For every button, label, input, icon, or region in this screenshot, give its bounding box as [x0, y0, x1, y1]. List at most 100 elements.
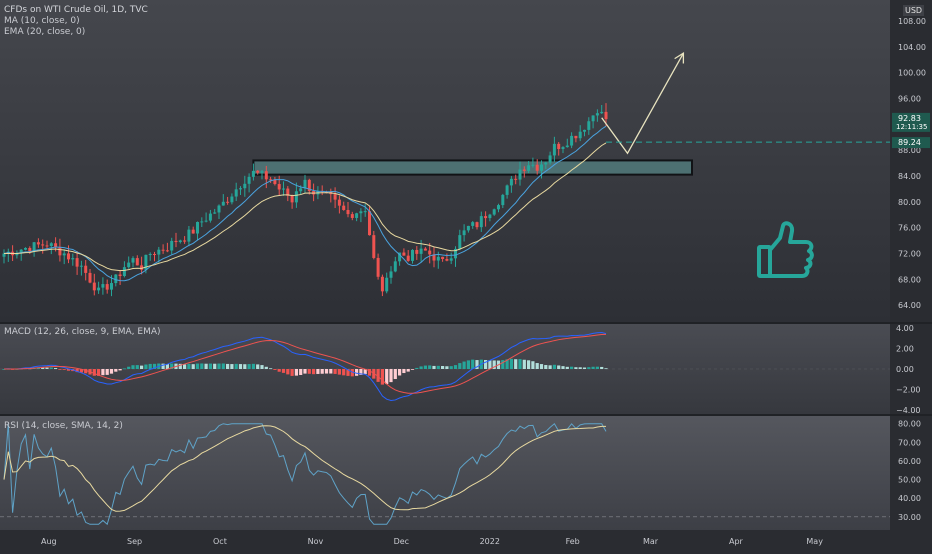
- macd-histogram-bar: [118, 369, 122, 371]
- macd-histogram-bar: [45, 367, 49, 369]
- candle-body: [157, 249, 161, 255]
- candle-body: [32, 242, 36, 252]
- macd-histogram-bar: [243, 364, 247, 369]
- macd-histogram-bar: [376, 369, 380, 382]
- candle-body: [466, 225, 470, 231]
- candle-body: [24, 247, 27, 250]
- macd-histogram-bar: [514, 359, 518, 369]
- time-tick-label: Dec: [394, 537, 409, 546]
- candle-body: [544, 162, 548, 165]
- candle-body: [41, 244, 45, 246]
- candle-body: [165, 250, 169, 252]
- candle-body: [286, 188, 290, 196]
- ma-layer: [3, 125, 607, 282]
- macd-histogram-bar: [178, 363, 182, 369]
- macd-histogram-bar: [488, 360, 492, 369]
- macd-histogram-bar: [148, 363, 152, 369]
- price-tick-label: 64.00: [898, 301, 921, 310]
- macd-histogram-bar: [109, 369, 114, 374]
- macd-histogram-bar: [226, 363, 230, 369]
- candle-body: [355, 213, 359, 218]
- macd-histogram-bar: [316, 369, 320, 374]
- candle-body: [363, 211, 367, 213]
- candle-body: [514, 178, 518, 180]
- time-tick-label: Nov: [308, 537, 324, 546]
- macd-histogram-bar: [294, 369, 298, 376]
- price-tick-label: 72.00: [898, 249, 921, 258]
- candle-body: [230, 196, 234, 203]
- candle-body: [131, 258, 135, 263]
- macd-histogram-bar: [135, 365, 139, 369]
- candle-body: [239, 188, 242, 190]
- macd-histogram-bar: [337, 369, 341, 375]
- candle-body: [393, 261, 397, 272]
- macd-histogram-bar: [509, 358, 513, 369]
- ma-legend[interactable]: MA (10, close, 0): [4, 16, 80, 26]
- macd-histogram-bar: [565, 366, 569, 369]
- candle-body: [479, 216, 483, 228]
- candle-body: [187, 229, 191, 242]
- rsi-pane-background: [0, 416, 890, 530]
- candle-body: [62, 253, 66, 256]
- macd-histogram-bar: [217, 363, 221, 369]
- macd-histogram-bar: [587, 367, 591, 369]
- macd-histogram-bar: [355, 369, 359, 376]
- candle-body: [36, 242, 40, 245]
- candle-body: [445, 259, 449, 261]
- price-tick-label: 96.00: [898, 94, 921, 103]
- candle-body: [402, 252, 406, 256]
- candle-body: [71, 258, 75, 260]
- candle-body: [161, 249, 165, 251]
- macd-histogram-bar: [363, 369, 367, 375]
- macd-histogram-bar: [41, 367, 45, 369]
- macd-legend[interactable]: MACD (12, 26, close, 9, EMA, EMA): [4, 327, 161, 337]
- macd-histogram-bar: [385, 369, 389, 385]
- candle-body: [54, 243, 58, 247]
- ema-legend[interactable]: EMA (20, close, 0): [4, 27, 86, 37]
- candle-body: [565, 145, 569, 148]
- candle-body: [497, 205, 500, 210]
- rsi-tick-label: 80.00: [898, 420, 921, 429]
- candle-body: [67, 253, 70, 260]
- macd-histogram-bar: [79, 369, 83, 373]
- macd-histogram-bar: [333, 369, 337, 374]
- candle-body: [251, 170, 255, 177]
- candle-body: [419, 248, 423, 254]
- candle-body: [436, 256, 440, 261]
- rsi-legend[interactable]: RSI (14, close, SMA, 14, 2): [4, 421, 123, 431]
- macd-histogram-bar: [462, 361, 466, 369]
- countdown-value: 12:11:35: [896, 123, 927, 131]
- macd-histogram-bar: [484, 359, 488, 369]
- macd-histogram-bar: [574, 367, 578, 369]
- candle-body: [269, 179, 273, 181]
- macd-histogram-bar: [204, 363, 208, 369]
- macd-histogram-bar: [2, 369, 6, 370]
- macd-histogram-bar: [286, 369, 290, 375]
- macd-histogram-bar: [127, 366, 131, 369]
- candle-body: [170, 240, 174, 251]
- rsi-tick-label: 50.00: [898, 476, 921, 485]
- macd-histogram-bar: [441, 365, 445, 369]
- candle-body: [492, 209, 496, 215]
- macd-histogram-bar: [269, 368, 273, 370]
- macd-histogram-bar: [492, 360, 496, 369]
- macd-histogram-bar: [191, 364, 195, 369]
- macd-line: [3, 331, 607, 402]
- candle-body: [346, 209, 350, 215]
- price-axis-background: [890, 0, 932, 530]
- macd-histogram-bar: [66, 369, 71, 371]
- candle-body: [191, 229, 195, 234]
- candle-body: [140, 265, 144, 270]
- candle-body: [183, 240, 187, 242]
- candle-body: [213, 212, 217, 214]
- candle-body: [114, 274, 118, 284]
- macd-histogram-bar: [281, 369, 286, 373]
- candle-body: [247, 176, 251, 184]
- rsi-tick-label: 30.00: [898, 513, 921, 522]
- candle-body: [415, 249, 419, 254]
- candle-body: [234, 189, 238, 197]
- candle-body: [178, 240, 182, 243]
- macd-histogram-bar: [561, 366, 565, 369]
- macd-histogram-bar: [570, 366, 574, 369]
